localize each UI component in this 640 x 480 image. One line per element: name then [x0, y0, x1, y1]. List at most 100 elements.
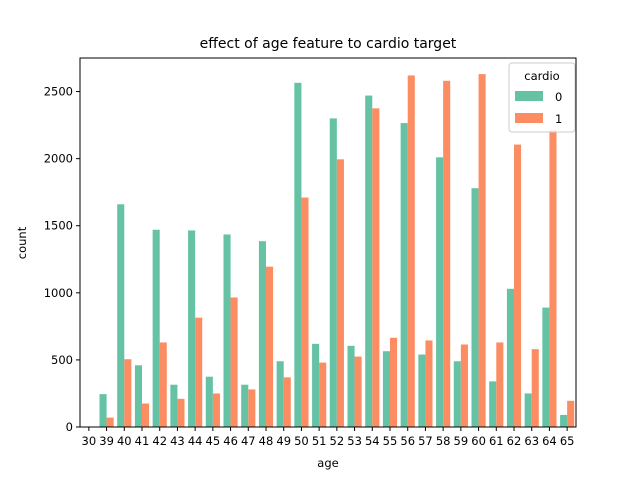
- bar-cardio-0-age-58: [436, 157, 444, 428]
- bar-cardio-0-age-60: [471, 188, 479, 427]
- bar-cardio-1-age-59: [460, 344, 468, 427]
- plot-frame: [79, 57, 577, 428]
- x-tick-label-55: 55: [383, 434, 398, 448]
- bar-cardio-1-age-41: [142, 403, 150, 427]
- x-tick-label-30: 30: [82, 434, 97, 448]
- chart-title: effect of age feature to cardio target: [200, 36, 457, 52]
- y-axis-label: count: [15, 226, 29, 259]
- bar-cardio-1-age-43: [177, 398, 185, 427]
- bar-cardio-0-age-51: [312, 343, 320, 427]
- legend-title: cardio: [524, 69, 559, 83]
- bar-cardio-0-age-42: [152, 229, 160, 427]
- bar-cardio-0-age-49: [276, 361, 284, 427]
- y-tick-label-1000: 1000: [44, 286, 73, 300]
- y-tick-label-500: 500: [51, 353, 73, 367]
- x-tick-label-39: 39: [99, 434, 114, 448]
- x-tick-label-47: 47: [241, 434, 256, 448]
- x-tick-label-52: 52: [330, 434, 345, 448]
- x-tick-label-40: 40: [117, 434, 132, 448]
- bar-cardio-1-age-48: [266, 266, 274, 427]
- x-tick-label-53: 53: [347, 434, 362, 448]
- bar-cardio-0-age-48: [258, 241, 266, 427]
- bar-cardio-0-age-46: [223, 234, 231, 427]
- bar-cardio-0-age-40: [117, 204, 125, 427]
- bar-cardio-0-age-55: [382, 351, 390, 427]
- legend: cardio 0 1: [508, 62, 576, 133]
- legend-label-0: 0: [555, 90, 562, 104]
- x-tick-label-48: 48: [259, 434, 274, 448]
- bar-cardio-1-age-62: [514, 144, 522, 428]
- y-axis: 0 500 1000 1500 2000 2500: [44, 85, 80, 434]
- bar-cardio-1-age-56: [407, 75, 415, 427]
- bar-cardio-0-age-52: [329, 118, 337, 427]
- bar-cardio-0-age-65: [560, 414, 568, 427]
- bar-cardio-0-age-63: [524, 393, 532, 427]
- bar-cardio-1-age-58: [443, 80, 451, 427]
- bar-cardio-1-age-49: [283, 377, 291, 427]
- bar-cardio-1-age-46: [230, 297, 238, 427]
- bar-cardio-0-age-43: [170, 384, 178, 427]
- bar-cardio-1-age-52: [336, 159, 344, 427]
- x-tick-label-56: 56: [400, 434, 415, 448]
- x-tick-label-59: 59: [454, 434, 469, 448]
- legend-label-1: 1: [555, 112, 562, 126]
- bar-cardio-1-age-54: [372, 108, 380, 427]
- x-tick-label-54: 54: [365, 434, 380, 448]
- bar-cardio-1-age-42: [159, 342, 167, 427]
- x-tick-label-46: 46: [223, 434, 238, 448]
- bar-cardio-1-age-60: [478, 74, 486, 427]
- x-tick-label-61: 61: [489, 434, 504, 448]
- bar-cardio-0-age-56: [400, 123, 408, 427]
- x-tick-label-41: 41: [135, 434, 150, 448]
- x-tick-label-58: 58: [436, 434, 451, 448]
- x-tick-label-45: 45: [206, 434, 221, 448]
- y-tick-label-2000: 2000: [44, 152, 73, 166]
- bar-cardio-1-age-64: [549, 130, 557, 427]
- bar-cardio-0-age-50: [294, 82, 302, 427]
- bar-cardio-1-age-47: [248, 389, 256, 427]
- bar-cardio-0-age-54: [365, 95, 373, 427]
- bar-cardio-1-age-45: [212, 393, 220, 427]
- x-tick-label-60: 60: [471, 434, 486, 448]
- bar-cardio-0-age-41: [134, 365, 142, 427]
- bar-cardio-0-age-64: [542, 307, 550, 427]
- bar-cardio-0-age-57: [418, 354, 426, 427]
- bar-cardio-0-age-44: [188, 230, 196, 427]
- bar-cardio-1-age-40: [124, 359, 132, 427]
- x-tick-label-43: 43: [170, 434, 185, 448]
- bar-cardio-1-age-50: [301, 197, 309, 427]
- legend-swatch-1: [515, 113, 543, 123]
- bar-cardio-0-age-47: [241, 384, 249, 427]
- legend-swatch-0: [515, 91, 543, 101]
- x-tick-label-62: 62: [507, 434, 522, 448]
- bar-cardio-0-age-62: [506, 288, 514, 427]
- bar-cardio-0-age-39: [99, 394, 107, 427]
- x-tick-label-42: 42: [152, 434, 167, 448]
- x-tick-label-51: 51: [312, 434, 327, 448]
- bar-cardio-1-age-44: [195, 317, 203, 427]
- x-axis: 30 39 40 41 42 43 44 45 46 47 48 49 50 51 52 53 54 55 56 57…: [82, 427, 575, 448]
- bar-cardio-1-age-51: [319, 362, 327, 427]
- x-axis-label: age: [317, 456, 338, 470]
- x-tick-label-64: 64: [542, 434, 557, 448]
- y-tick-label-2500: 2500: [44, 85, 73, 99]
- x-tick-label-44: 44: [188, 434, 203, 448]
- bar-cardio-1-age-57: [425, 340, 433, 427]
- bar-cardio-0-age-45: [205, 376, 213, 427]
- x-tick-label-65: 65: [560, 434, 575, 448]
- bar-cardio-0-age-59: [453, 361, 461, 427]
- bar-cardio-1-age-61: [496, 342, 504, 427]
- x-tick-label-57: 57: [418, 434, 433, 448]
- bar-cardio-1-age-63: [531, 349, 539, 427]
- bar-cardio-1-age-53: [354, 356, 362, 427]
- x-tick-label-63: 63: [524, 434, 539, 448]
- bar-cardio-1-age-55: [390, 337, 398, 427]
- x-tick-label-50: 50: [294, 434, 309, 448]
- bar-cardio-1-age-39: [106, 417, 114, 427]
- bar-cardio-1-age-65: [567, 400, 575, 427]
- x-tick-label-49: 49: [276, 434, 291, 448]
- bars-group: [81, 74, 575, 428]
- y-tick-label-0: 0: [66, 420, 73, 434]
- y-tick-label-1500: 1500: [44, 219, 73, 233]
